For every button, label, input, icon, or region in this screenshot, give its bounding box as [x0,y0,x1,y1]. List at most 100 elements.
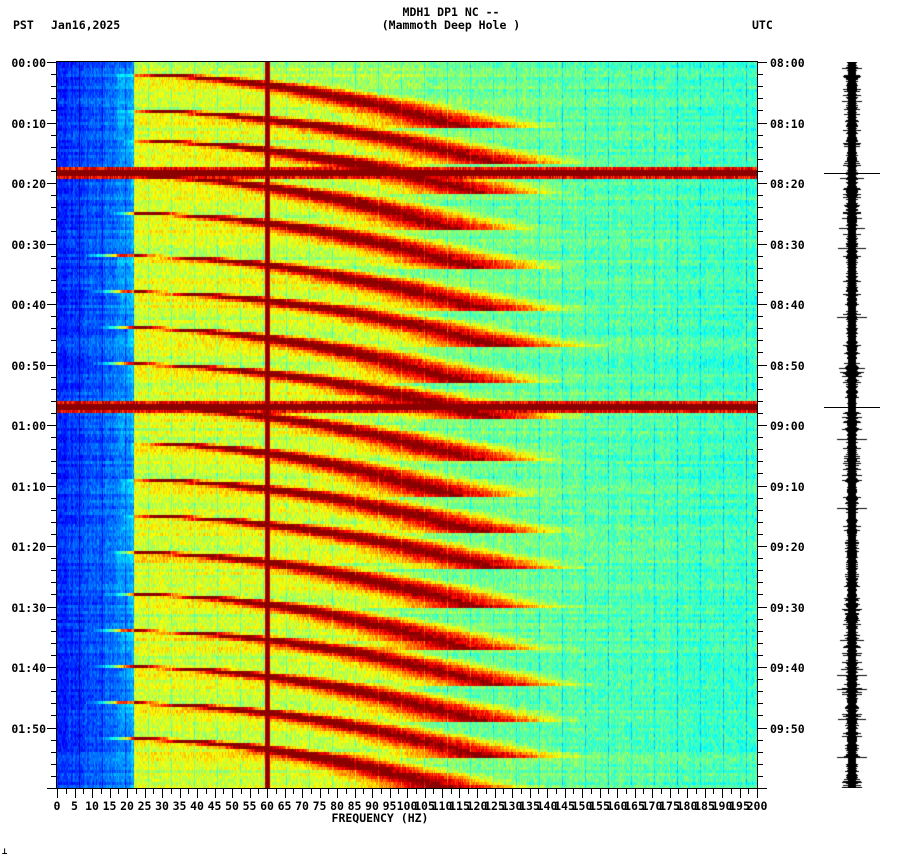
x-axis-label: 30 [155,799,169,813]
y-tick-minor-right [757,679,763,680]
y-tick-minor-right [757,715,763,716]
y-tick-minor-left [51,510,57,511]
y-tick-minor-right [757,534,763,535]
y-axis-right-label: 08:40 [770,298,805,312]
x-tick-major [617,789,618,798]
y-tick-major-left [47,728,57,729]
y-tick-minor-left [51,86,57,87]
x-tick-major [372,789,373,798]
y-tick-minor-right [757,461,763,462]
x-axis-label: 160 [606,799,628,813]
y-tick-major-right [757,607,767,608]
y-tick-minor-left [51,195,57,196]
y-tick-minor-right [757,570,763,571]
spectrogram-plot[interactable] [57,62,757,788]
y-tick-minor-left [51,352,57,353]
y-tick-major-right [757,667,767,668]
y-tick-minor-left [51,582,57,583]
y-axis-left-label: 01:00 [11,419,46,433]
y-tick-minor-right [757,340,763,341]
corner-glyph: ⊥ [2,847,8,857]
y-tick-major-left [47,546,57,547]
x-tick-minor [503,789,504,794]
y-tick-minor-left [51,570,57,571]
x-axis-line [56,788,758,789]
y-tick-minor-right [757,219,763,220]
x-axis-label: 115 [449,799,470,813]
y-tick-minor-left [51,715,57,716]
y-tick-minor-left [51,74,57,75]
x-tick-minor [188,789,189,794]
x-tick-major [425,789,426,798]
x-tick-minor [171,789,172,794]
x-tick-major [705,789,706,798]
y-tick-minor-left [51,135,57,136]
y-axis-right-label: 09:40 [770,661,805,675]
y-axis-left-label: 00:30 [11,237,46,252]
y-tick-minor-right [757,473,763,474]
y-tick-major-left [47,62,57,63]
x-tick-major [127,789,128,798]
waveform-canvas [822,62,878,788]
x-tick-major [232,789,233,798]
x-tick-minor [626,789,627,794]
x-tick-minor [451,789,452,794]
y-tick-major-right [757,183,767,184]
x-axis-label: 135 [519,799,540,813]
y-tick-major-left [47,667,57,668]
y-tick-minor-left [51,110,57,111]
y-tick-minor-right [757,764,763,765]
x-axis-label: 165 [624,799,645,813]
y-tick-minor-left [51,594,57,595]
x-tick-major [652,789,653,798]
x-tick-major [302,789,303,798]
y-tick-major-right [757,486,767,487]
x-tick-minor [241,789,242,794]
y-tick-minor-left [51,98,57,99]
y-tick-minor-right [757,740,763,741]
x-axis-label: 175 [659,799,680,813]
station-subtitle: (Mammoth Deep Hole ) [381,18,521,32]
x-tick-major [162,789,163,798]
x-tick-minor [696,789,697,794]
x-tick-minor [643,789,644,794]
y-tick-minor-right [757,655,763,656]
y-tick-minor-left [51,280,57,281]
y-tick-minor-left [51,498,57,499]
x-tick-minor [136,789,137,794]
x-tick-minor [591,789,592,794]
y-tick-minor-left [51,740,57,741]
x-axis-label: 170 [641,799,663,813]
x-axis-label: 130 [501,799,523,813]
y-tick-minor-right [757,86,763,87]
x-tick-minor [573,789,574,794]
y-tick-minor-right [757,776,763,777]
y-tick-minor-right [757,171,763,172]
y-tick-minor-left [51,401,57,402]
x-axis-label: 100 [396,799,418,813]
x-tick-major [530,789,531,798]
x-tick-minor [118,789,119,794]
y-tick-minor-right [757,510,763,511]
y-axis-right-label: 08:20 [770,177,805,191]
y-tick-minor-left [51,159,57,160]
y-tick-minor-left [51,691,57,692]
x-tick-major [600,789,601,798]
x-tick-major [757,789,758,798]
y-tick-minor-left [51,752,57,753]
x-tick-minor [66,789,67,794]
x-tick-major [215,789,216,798]
x-tick-minor [223,789,224,794]
y-tick-minor-right [757,619,763,620]
y-tick-minor-right [757,159,763,160]
y-tick-minor-right [757,292,763,293]
plot-top-border [56,61,758,62]
helicorder-waveform-strip[interactable] [822,62,878,788]
x-tick-minor [678,789,679,794]
x-tick-major [75,789,76,798]
x-axis-label: 105 [414,799,435,813]
y-axis-left-label: 00:00 [11,56,46,70]
x-tick-major [337,789,338,798]
y-tick-minor-right [757,389,763,390]
x-axis-label: 25 [137,799,152,813]
